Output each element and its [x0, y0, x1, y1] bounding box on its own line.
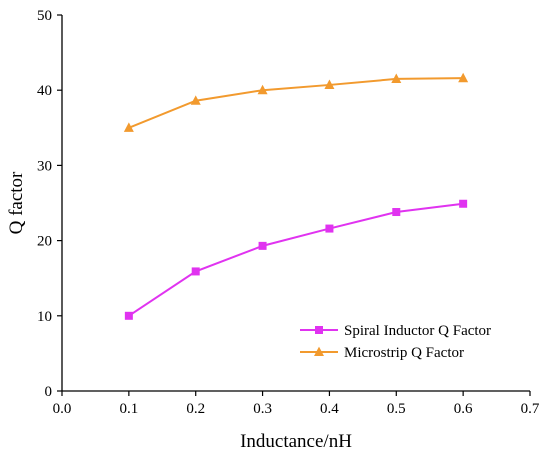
legend-item: Microstrip Q Factor	[300, 345, 464, 361]
y-tick-label: 50	[37, 8, 52, 24]
x-tick-label: 0.7	[521, 401, 540, 417]
data-point	[258, 241, 267, 250]
x-ticks: 0.0 0.1 0.2 0.3 0.4 0.5 0.6 0.7	[53, 391, 540, 417]
data-point	[458, 72, 469, 83]
data-point	[392, 208, 401, 217]
legend-marker	[314, 346, 324, 357]
data-point	[124, 311, 133, 320]
data-point	[391, 73, 402, 83]
y-tick-label: 0	[45, 384, 53, 400]
axes	[61, 15, 530, 392]
legend-label: Microstrip Q Factor	[344, 345, 464, 361]
data-point	[123, 122, 134, 132]
data-point	[191, 267, 200, 276]
x-tick-label: 0.3	[253, 401, 272, 417]
x-tick-label: 0.1	[119, 401, 138, 417]
data-point	[324, 79, 335, 89]
x-tick-label: 0.5	[387, 401, 406, 417]
y-tick-label: 30	[37, 158, 52, 174]
legend: Spiral Inductor Q Factor Microstrip Q Fac…	[300, 323, 491, 361]
y-ticks: 0 10 20 30 40 50	[37, 8, 62, 400]
data-point	[257, 84, 268, 95]
x-axis-title: Inductance/nH	[240, 431, 352, 452]
x-tick-label: 0.4	[320, 401, 339, 417]
data-point	[190, 95, 201, 105]
y-tick-label: 20	[37, 234, 52, 250]
legend-marker	[315, 326, 323, 334]
x-tick-label: 0.6	[454, 401, 473, 417]
data-point	[325, 224, 334, 233]
series-2	[123, 72, 469, 132]
legend-label: Spiral Inductor Q Factor	[344, 323, 491, 339]
series-line	[128, 202, 464, 317]
legend-item: Spiral Inductor Q Factor	[300, 323, 491, 339]
y-tick-label: 10	[37, 309, 52, 325]
x-tick-label: 0.2	[186, 401, 205, 417]
series-line	[128, 77, 464, 129]
series-layer	[123, 72, 469, 320]
series-1	[124, 199, 468, 320]
data-point	[459, 199, 468, 208]
y-axis-title: Q factor	[6, 171, 27, 234]
x-tick-label: 0.0	[53, 401, 72, 417]
y-tick-label: 40	[37, 83, 52, 99]
